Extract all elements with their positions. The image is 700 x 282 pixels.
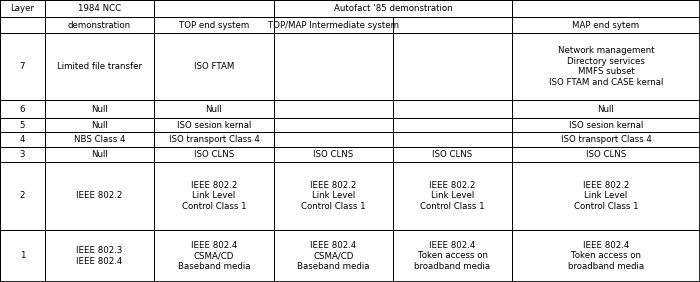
Text: IEEE 802.4
Token access on
broadband media: IEEE 802.4 Token access on broadband med…: [414, 241, 491, 271]
Bar: [45, 118, 154, 132]
Bar: [512, 17, 700, 33]
Text: IEEE 802.2
Link Level
Control Class 1: IEEE 802.2 Link Level Control Class 1: [182, 181, 246, 211]
Bar: [393, 100, 512, 118]
Bar: [154, 33, 274, 100]
Text: Null: Null: [206, 105, 223, 113]
Bar: [393, 33, 512, 100]
Bar: [512, 230, 700, 282]
Bar: [274, 132, 393, 147]
Bar: [154, 118, 274, 132]
Text: Autofact '85 demonstration: Autofact '85 demonstration: [334, 4, 452, 13]
Bar: [393, 17, 512, 33]
Text: IEEE 802.2
Link Level
Control Class 1: IEEE 802.2 Link Level Control Class 1: [574, 181, 638, 211]
Bar: [512, 147, 700, 162]
Text: demonstration: demonstration: [68, 21, 131, 30]
Text: 6: 6: [20, 105, 25, 113]
Bar: [0, 230, 45, 282]
Bar: [274, 230, 393, 282]
Bar: [154, 17, 274, 33]
Text: IEEE 802.2: IEEE 802.2: [76, 191, 122, 201]
Bar: [45, 132, 154, 147]
Text: Null: Null: [91, 120, 108, 129]
Bar: [45, 162, 154, 230]
Text: 5: 5: [20, 120, 25, 129]
Text: MAP end sytem: MAP end sytem: [573, 21, 640, 30]
Text: Limited file transfer: Limited file transfer: [57, 62, 142, 71]
Bar: [274, 33, 393, 100]
Bar: [274, 162, 393, 230]
Text: IEEE 802.4
Token access on
broadband media: IEEE 802.4 Token access on broadband med…: [568, 241, 644, 271]
Text: IEEE 802.4
CSMA/CD
Baseband media: IEEE 802.4 CSMA/CD Baseband media: [298, 241, 370, 271]
Bar: [0, 0, 45, 17]
Bar: [154, 100, 274, 118]
Bar: [45, 147, 154, 162]
Bar: [393, 147, 512, 162]
Text: ISO CLNS: ISO CLNS: [194, 150, 234, 159]
Bar: [0, 17, 45, 33]
Bar: [45, 17, 154, 33]
Text: TOP/MAP Intermediate system: TOP/MAP Intermediate system: [268, 21, 399, 30]
Text: Network management
Directory services
MMFS subset
ISO FTAM and CASE kernal: Network management Directory services MM…: [549, 47, 663, 87]
Bar: [512, 100, 700, 118]
Bar: [393, 230, 512, 282]
Text: IEEE 802.2
Link Level
Control Class 1: IEEE 802.2 Link Level Control Class 1: [301, 181, 366, 211]
Bar: [154, 0, 274, 17]
Text: NBS Class 4: NBS Class 4: [74, 135, 125, 144]
Bar: [154, 230, 274, 282]
Bar: [154, 132, 274, 147]
Text: ISO CLNS: ISO CLNS: [433, 150, 473, 159]
Bar: [154, 147, 274, 162]
Text: Layer: Layer: [10, 4, 34, 13]
Text: ISO sesion kernal: ISO sesion kernal: [569, 120, 643, 129]
Text: 1984 NCC: 1984 NCC: [78, 4, 121, 13]
Bar: [0, 162, 45, 230]
Text: 3: 3: [20, 150, 25, 159]
Text: IEEE 802.3
IEEE 802.4: IEEE 802.3 IEEE 802.4: [76, 246, 122, 266]
Bar: [45, 230, 154, 282]
Bar: [274, 0, 512, 17]
Text: IEEE 802.2
Link Level
Control Class 1: IEEE 802.2 Link Level Control Class 1: [420, 181, 485, 211]
Text: ISO CLNS: ISO CLNS: [586, 150, 626, 159]
Bar: [393, 162, 512, 230]
Bar: [274, 147, 393, 162]
Text: ISO FTAM: ISO FTAM: [194, 62, 234, 71]
Text: ISO transport Class 4: ISO transport Class 4: [169, 135, 260, 144]
Bar: [274, 100, 393, 118]
Text: 4: 4: [20, 135, 25, 144]
Bar: [0, 100, 45, 118]
Text: Null: Null: [91, 105, 108, 113]
Bar: [45, 100, 154, 118]
Bar: [154, 162, 274, 230]
Bar: [393, 132, 512, 147]
Bar: [512, 132, 700, 147]
Text: ISO CLNS: ISO CLNS: [314, 150, 354, 159]
Text: 1: 1: [20, 252, 25, 261]
Text: 2: 2: [20, 191, 25, 201]
Bar: [45, 33, 154, 100]
Bar: [512, 33, 700, 100]
Bar: [0, 33, 45, 100]
Bar: [274, 118, 393, 132]
Bar: [393, 118, 512, 132]
Text: ISO transport Class 4: ISO transport Class 4: [561, 135, 652, 144]
Text: 7: 7: [20, 62, 25, 71]
Text: ISO sesion kernal: ISO sesion kernal: [177, 120, 251, 129]
Bar: [512, 0, 700, 17]
Bar: [512, 118, 700, 132]
Bar: [0, 132, 45, 147]
Text: IEEE 802.4
CSMA/CD
Baseband media: IEEE 802.4 CSMA/CD Baseband media: [178, 241, 251, 271]
Text: TOP end system: TOP end system: [179, 21, 249, 30]
Bar: [512, 162, 700, 230]
Bar: [0, 147, 45, 162]
Text: Null: Null: [91, 150, 108, 159]
Bar: [0, 118, 45, 132]
Text: Null: Null: [598, 105, 615, 113]
Bar: [45, 0, 154, 17]
Bar: [274, 17, 393, 33]
